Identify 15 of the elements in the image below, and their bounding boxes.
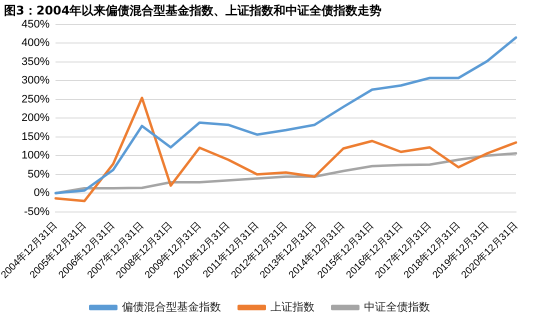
y-tick-label: 450% [22, 18, 50, 30]
y-tick-label: 300% [22, 74, 50, 87]
y-tick-label: 50% [28, 168, 50, 180]
y-tick-label: 100% [22, 150, 50, 162]
legend-label: 上证指数 [270, 300, 314, 314]
legend-label: 中证全债指数 [364, 300, 430, 314]
y-tick-label: 150% [22, 130, 50, 143]
y-tick-label: 350% [22, 56, 50, 68]
y-tick-label: 250% [22, 93, 50, 106]
legend-label: 偏债混合型基金指数 [122, 300, 221, 314]
chart-title: 图3：2004年以来偏债混合型基金指数、上证指数和中证全债指数走势 [4, 3, 382, 18]
y-tick-label: 400% [22, 37, 50, 50]
y-tick-label: 200% [22, 112, 50, 124]
y-tick-label: -50% [24, 206, 50, 218]
y-tick-label: 0% [34, 187, 50, 200]
